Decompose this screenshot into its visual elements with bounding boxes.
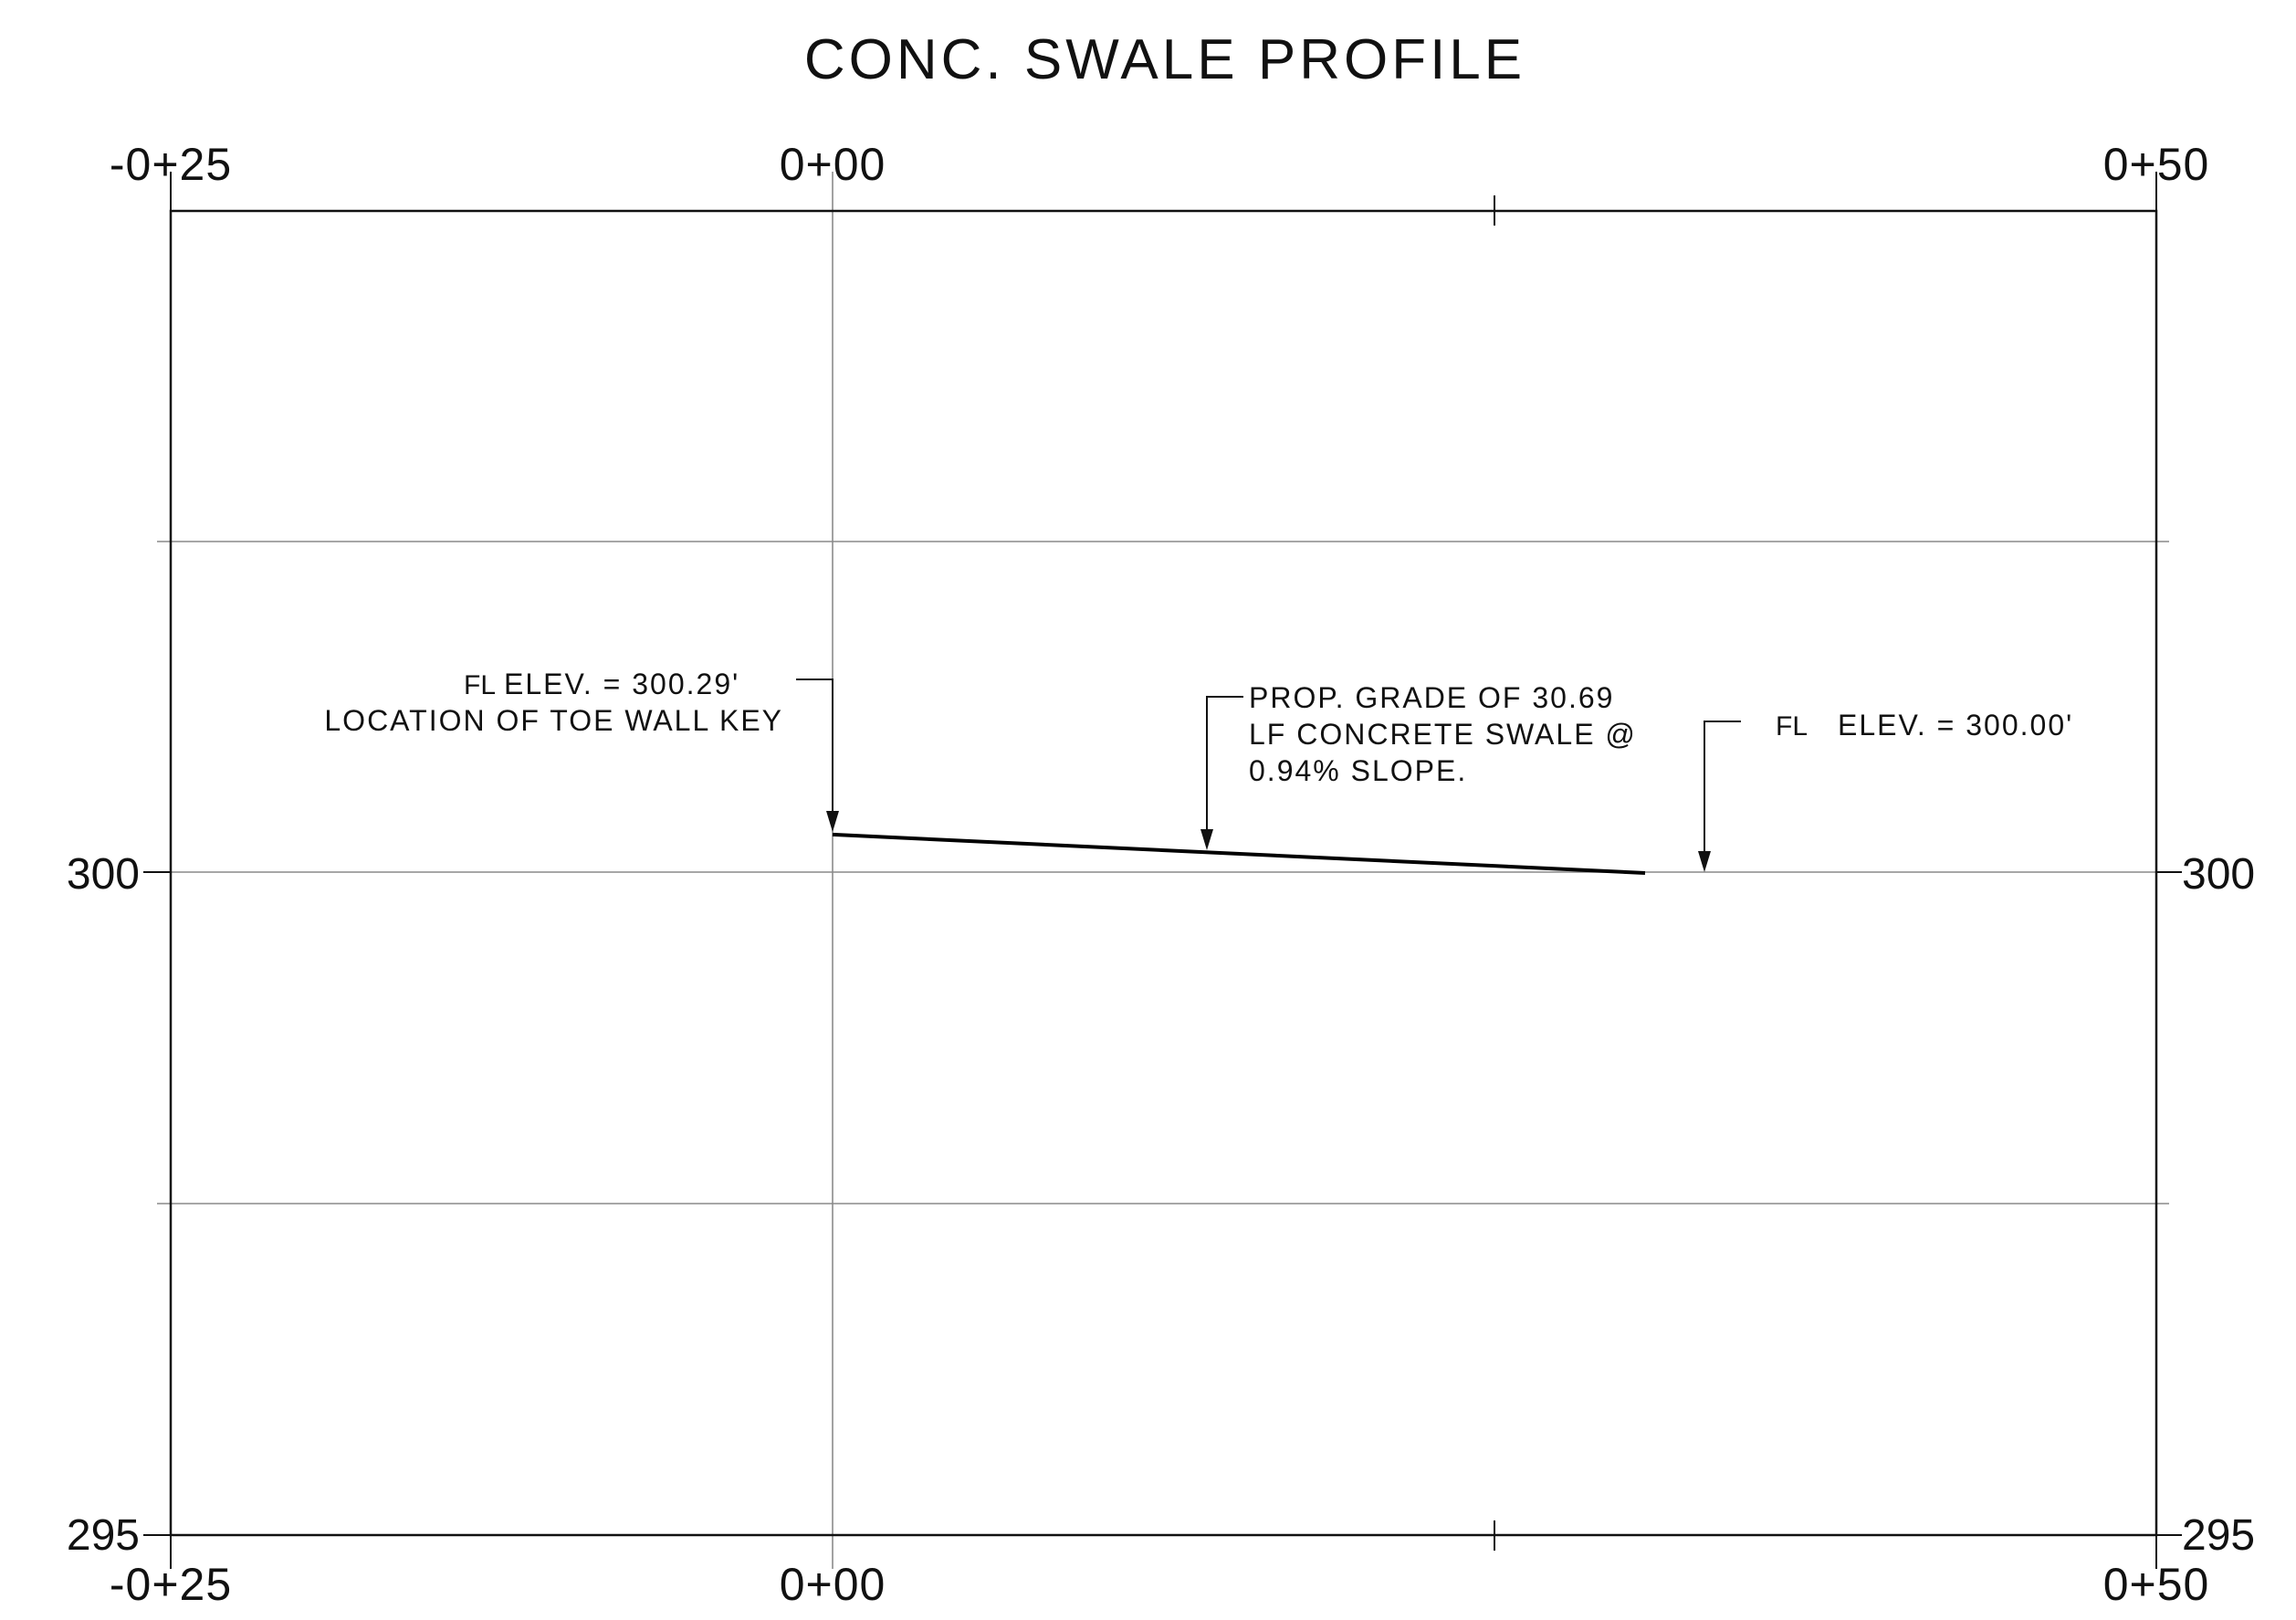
end-elevation-arrowhead bbox=[1698, 851, 1711, 872]
grade-note-arrowhead bbox=[1200, 829, 1213, 850]
grade-note-leader bbox=[1206, 696, 1243, 836]
swale-profile-line bbox=[832, 832, 1646, 875]
elevation-label-right-295: 295 bbox=[2182, 1511, 2255, 1560]
end-elevation-text: ELEV. = 300.00' bbox=[1838, 709, 2073, 742]
grade-note-line-3: 0.94% SLOPE. bbox=[1249, 754, 1467, 787]
start-location-text: LOCATION OF TOE WALL KEY bbox=[324, 704, 783, 737]
start-fl-symbol: FL bbox=[464, 670, 496, 700]
grade-note-line-1: PROP. GRADE OF 30.69 bbox=[1249, 681, 1614, 714]
elevation-label-right-300: 300 bbox=[2182, 850, 2255, 899]
start-elevation-arrowhead bbox=[826, 811, 839, 832]
start-elevation-text: ELEV. = 300.29' bbox=[504, 668, 739, 700]
elevation-label-left-300: 300 bbox=[67, 850, 140, 899]
start-elevation-leader bbox=[796, 679, 833, 818]
drawing-title: CONC. SWALE PROFILE bbox=[804, 28, 1525, 91]
end-elevation-leader bbox=[1704, 721, 1741, 858]
end-fl-symbol: FL bbox=[1776, 711, 1808, 742]
grade-note-line-2: LF CONCRETE SWALE @ bbox=[1249, 718, 1637, 751]
profile-frame bbox=[169, 209, 2158, 1537]
elevation-label-left-295: 295 bbox=[67, 1511, 140, 1560]
